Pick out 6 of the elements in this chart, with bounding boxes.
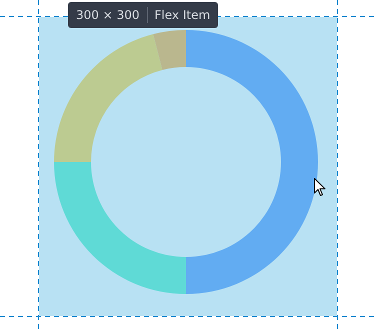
donut-slice <box>54 34 162 162</box>
text: 300 × 300 <box>76 8 140 22</box>
text: Flex Item <box>154 8 210 22</box>
donut-slice <box>153 30 186 70</box>
donut-slice <box>54 162 186 294</box>
donut-slice <box>186 30 318 294</box>
